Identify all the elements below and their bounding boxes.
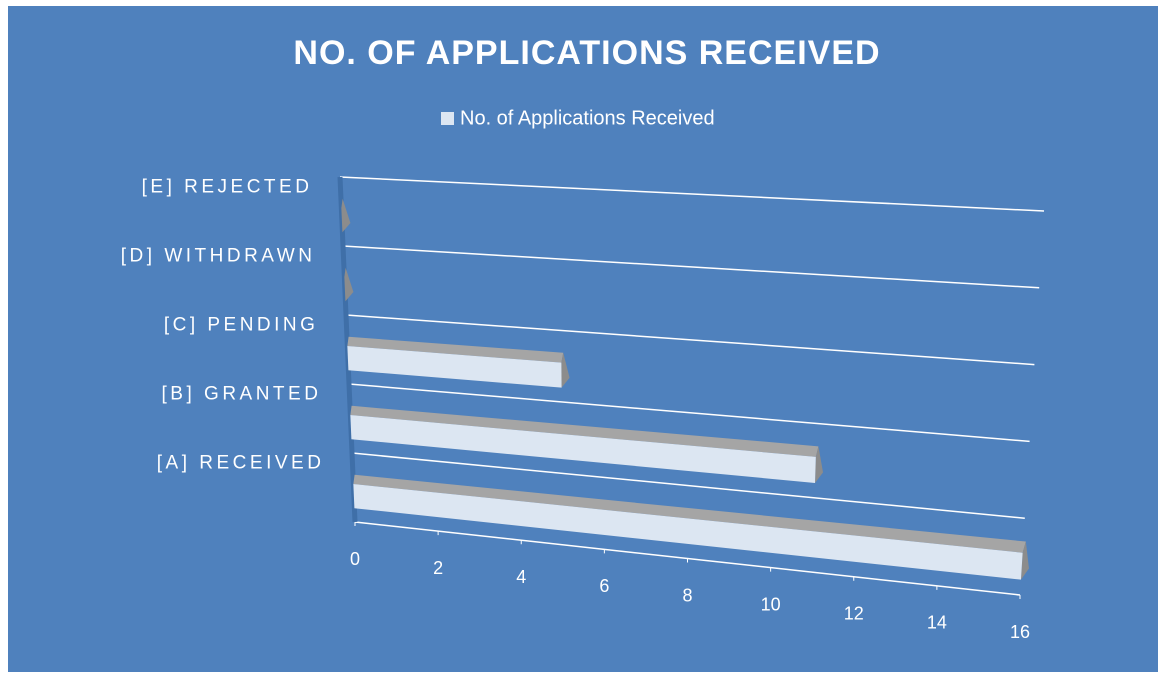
bar-front	[347, 346, 562, 388]
bar-end	[1020, 541, 1029, 580]
chart-title: NO. OF APPLICATIONS RECEIVED	[293, 34, 880, 72]
x-tick-label: 8	[682, 585, 692, 605]
x-tick-label: 0	[350, 549, 360, 569]
grid-line	[351, 452, 1025, 519]
y-tick-label: [A] RECEIVED	[157, 452, 325, 473]
grid-line	[345, 314, 1035, 366]
bar-end	[341, 198, 351, 233]
y-tick-label: [E] REJECTED	[142, 176, 313, 197]
x-tick-label: 14	[927, 613, 947, 633]
bar-front	[353, 484, 1023, 580]
bar	[353, 474, 1029, 580]
x-tick-label: 4	[516, 567, 526, 587]
grid-line	[342, 245, 1040, 289]
bar-top	[353, 474, 1026, 553]
grid-line	[348, 383, 1030, 443]
y-axis-wall	[337, 176, 358, 523]
y-tick-label: [C] PENDING	[164, 314, 319, 335]
x-tick-label: 10	[761, 594, 781, 614]
bar-front	[350, 415, 816, 483]
y-tick-label: [D] WITHDRAWN	[121, 245, 316, 266]
bar-top	[350, 405, 819, 457]
bar	[344, 267, 354, 302]
y-tick-label: [B] GRANTED	[162, 383, 322, 404]
x-tick-label: 2	[433, 558, 443, 578]
grid-line	[339, 176, 1045, 212]
bar-end	[561, 352, 570, 388]
bar	[341, 198, 351, 233]
legend-swatch	[441, 112, 454, 125]
x-tick-label: 12	[844, 604, 864, 624]
x-tick-label: 6	[599, 576, 609, 596]
bar-top	[347, 336, 564, 363]
bar-end	[815, 446, 824, 483]
x-tick-label: 16	[1010, 622, 1030, 642]
bar	[347, 336, 570, 388]
bar-end	[344, 267, 354, 302]
legend-label: No. of Applications Received	[460, 107, 715, 129]
bar	[350, 405, 824, 483]
